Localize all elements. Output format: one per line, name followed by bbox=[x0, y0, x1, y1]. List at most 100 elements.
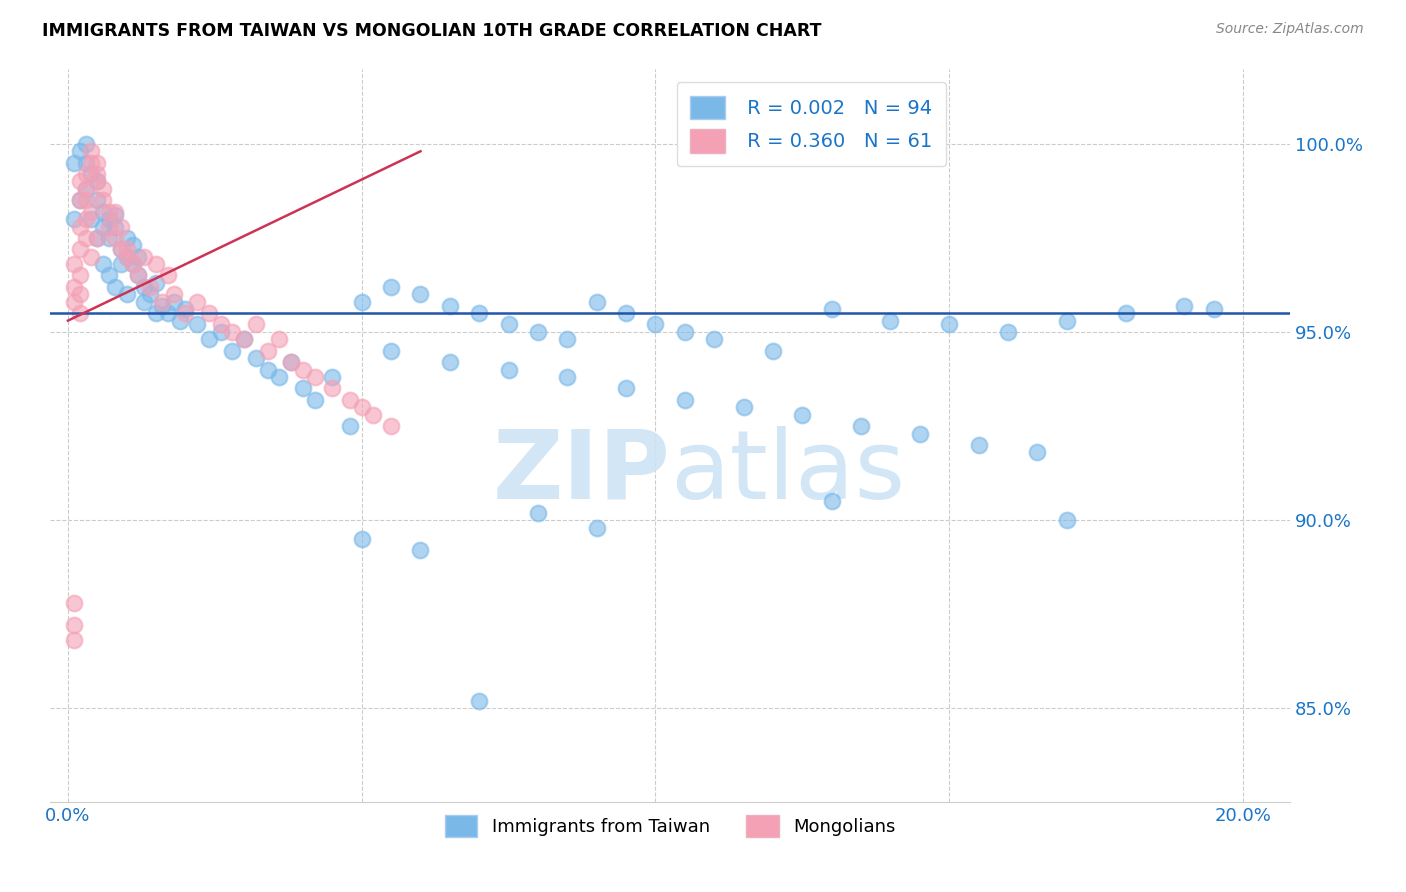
Point bbox=[280, 355, 302, 369]
Point bbox=[69, 287, 91, 301]
Point bbox=[80, 167, 103, 181]
Point bbox=[80, 212, 103, 227]
Point bbox=[233, 333, 256, 347]
Point bbox=[468, 306, 491, 320]
Point bbox=[1026, 445, 1049, 459]
Point bbox=[585, 520, 607, 534]
Point bbox=[703, 333, 725, 347]
Point bbox=[91, 219, 114, 234]
Point bbox=[75, 193, 97, 207]
Point bbox=[186, 294, 208, 309]
Point bbox=[63, 155, 86, 169]
Point bbox=[86, 155, 108, 169]
Point bbox=[967, 438, 990, 452]
Point bbox=[150, 294, 173, 309]
Point bbox=[145, 257, 167, 271]
Point bbox=[209, 325, 232, 339]
Point bbox=[75, 182, 97, 196]
Point bbox=[69, 242, 91, 256]
Point bbox=[69, 193, 91, 207]
Point bbox=[350, 532, 373, 546]
Point bbox=[198, 306, 221, 320]
Point bbox=[69, 219, 91, 234]
Point bbox=[527, 325, 550, 339]
Point bbox=[997, 325, 1019, 339]
Point bbox=[673, 392, 696, 407]
Point bbox=[75, 182, 97, 196]
Point bbox=[115, 250, 138, 264]
Point bbox=[233, 333, 256, 347]
Point bbox=[339, 392, 361, 407]
Point bbox=[1115, 306, 1137, 320]
Point bbox=[269, 333, 291, 347]
Point bbox=[139, 287, 162, 301]
Point bbox=[849, 419, 872, 434]
Point bbox=[110, 219, 132, 234]
Point bbox=[110, 242, 132, 256]
Point bbox=[86, 231, 108, 245]
Point bbox=[91, 193, 114, 207]
Point bbox=[527, 506, 550, 520]
Point bbox=[304, 370, 326, 384]
Point bbox=[1173, 299, 1195, 313]
Point bbox=[86, 193, 108, 207]
Point bbox=[80, 204, 103, 219]
Point bbox=[150, 299, 173, 313]
Point bbox=[291, 381, 314, 395]
Point bbox=[134, 250, 156, 264]
Point bbox=[908, 426, 931, 441]
Point bbox=[63, 257, 86, 271]
Point bbox=[69, 193, 91, 207]
Point bbox=[821, 494, 844, 508]
Point bbox=[614, 306, 637, 320]
Point bbox=[127, 268, 149, 283]
Point bbox=[121, 257, 143, 271]
Point bbox=[63, 212, 86, 227]
Point bbox=[69, 145, 91, 159]
Point bbox=[134, 294, 156, 309]
Text: ZIP: ZIP bbox=[492, 425, 671, 518]
Point bbox=[104, 219, 127, 234]
Point bbox=[304, 392, 326, 407]
Point bbox=[174, 306, 197, 320]
Point bbox=[879, 313, 901, 327]
Point bbox=[145, 276, 167, 290]
Point bbox=[762, 343, 785, 358]
Point bbox=[380, 343, 402, 358]
Point bbox=[498, 318, 520, 332]
Point bbox=[110, 257, 132, 271]
Point bbox=[127, 268, 149, 283]
Point bbox=[80, 145, 103, 159]
Point bbox=[75, 136, 97, 151]
Point bbox=[86, 174, 108, 188]
Point bbox=[821, 302, 844, 317]
Point bbox=[321, 370, 343, 384]
Point bbox=[557, 333, 579, 347]
Point bbox=[644, 318, 666, 332]
Point bbox=[69, 268, 91, 283]
Point bbox=[127, 250, 149, 264]
Point bbox=[63, 294, 86, 309]
Point bbox=[69, 174, 91, 188]
Point bbox=[86, 174, 108, 188]
Point bbox=[938, 318, 960, 332]
Point bbox=[104, 204, 127, 219]
Point bbox=[174, 302, 197, 317]
Point bbox=[380, 279, 402, 293]
Point bbox=[733, 400, 755, 414]
Point bbox=[280, 355, 302, 369]
Point bbox=[115, 250, 138, 264]
Point bbox=[1202, 302, 1225, 317]
Point bbox=[198, 333, 221, 347]
Point bbox=[80, 155, 103, 169]
Point bbox=[115, 242, 138, 256]
Point bbox=[256, 343, 278, 358]
Point bbox=[104, 208, 127, 222]
Point bbox=[269, 370, 291, 384]
Point bbox=[156, 306, 179, 320]
Point bbox=[75, 167, 97, 181]
Point bbox=[104, 279, 127, 293]
Text: IMMIGRANTS FROM TAIWAN VS MONGOLIAN 10TH GRADE CORRELATION CHART: IMMIGRANTS FROM TAIWAN VS MONGOLIAN 10TH… bbox=[42, 22, 821, 40]
Point bbox=[69, 306, 91, 320]
Point bbox=[110, 242, 132, 256]
